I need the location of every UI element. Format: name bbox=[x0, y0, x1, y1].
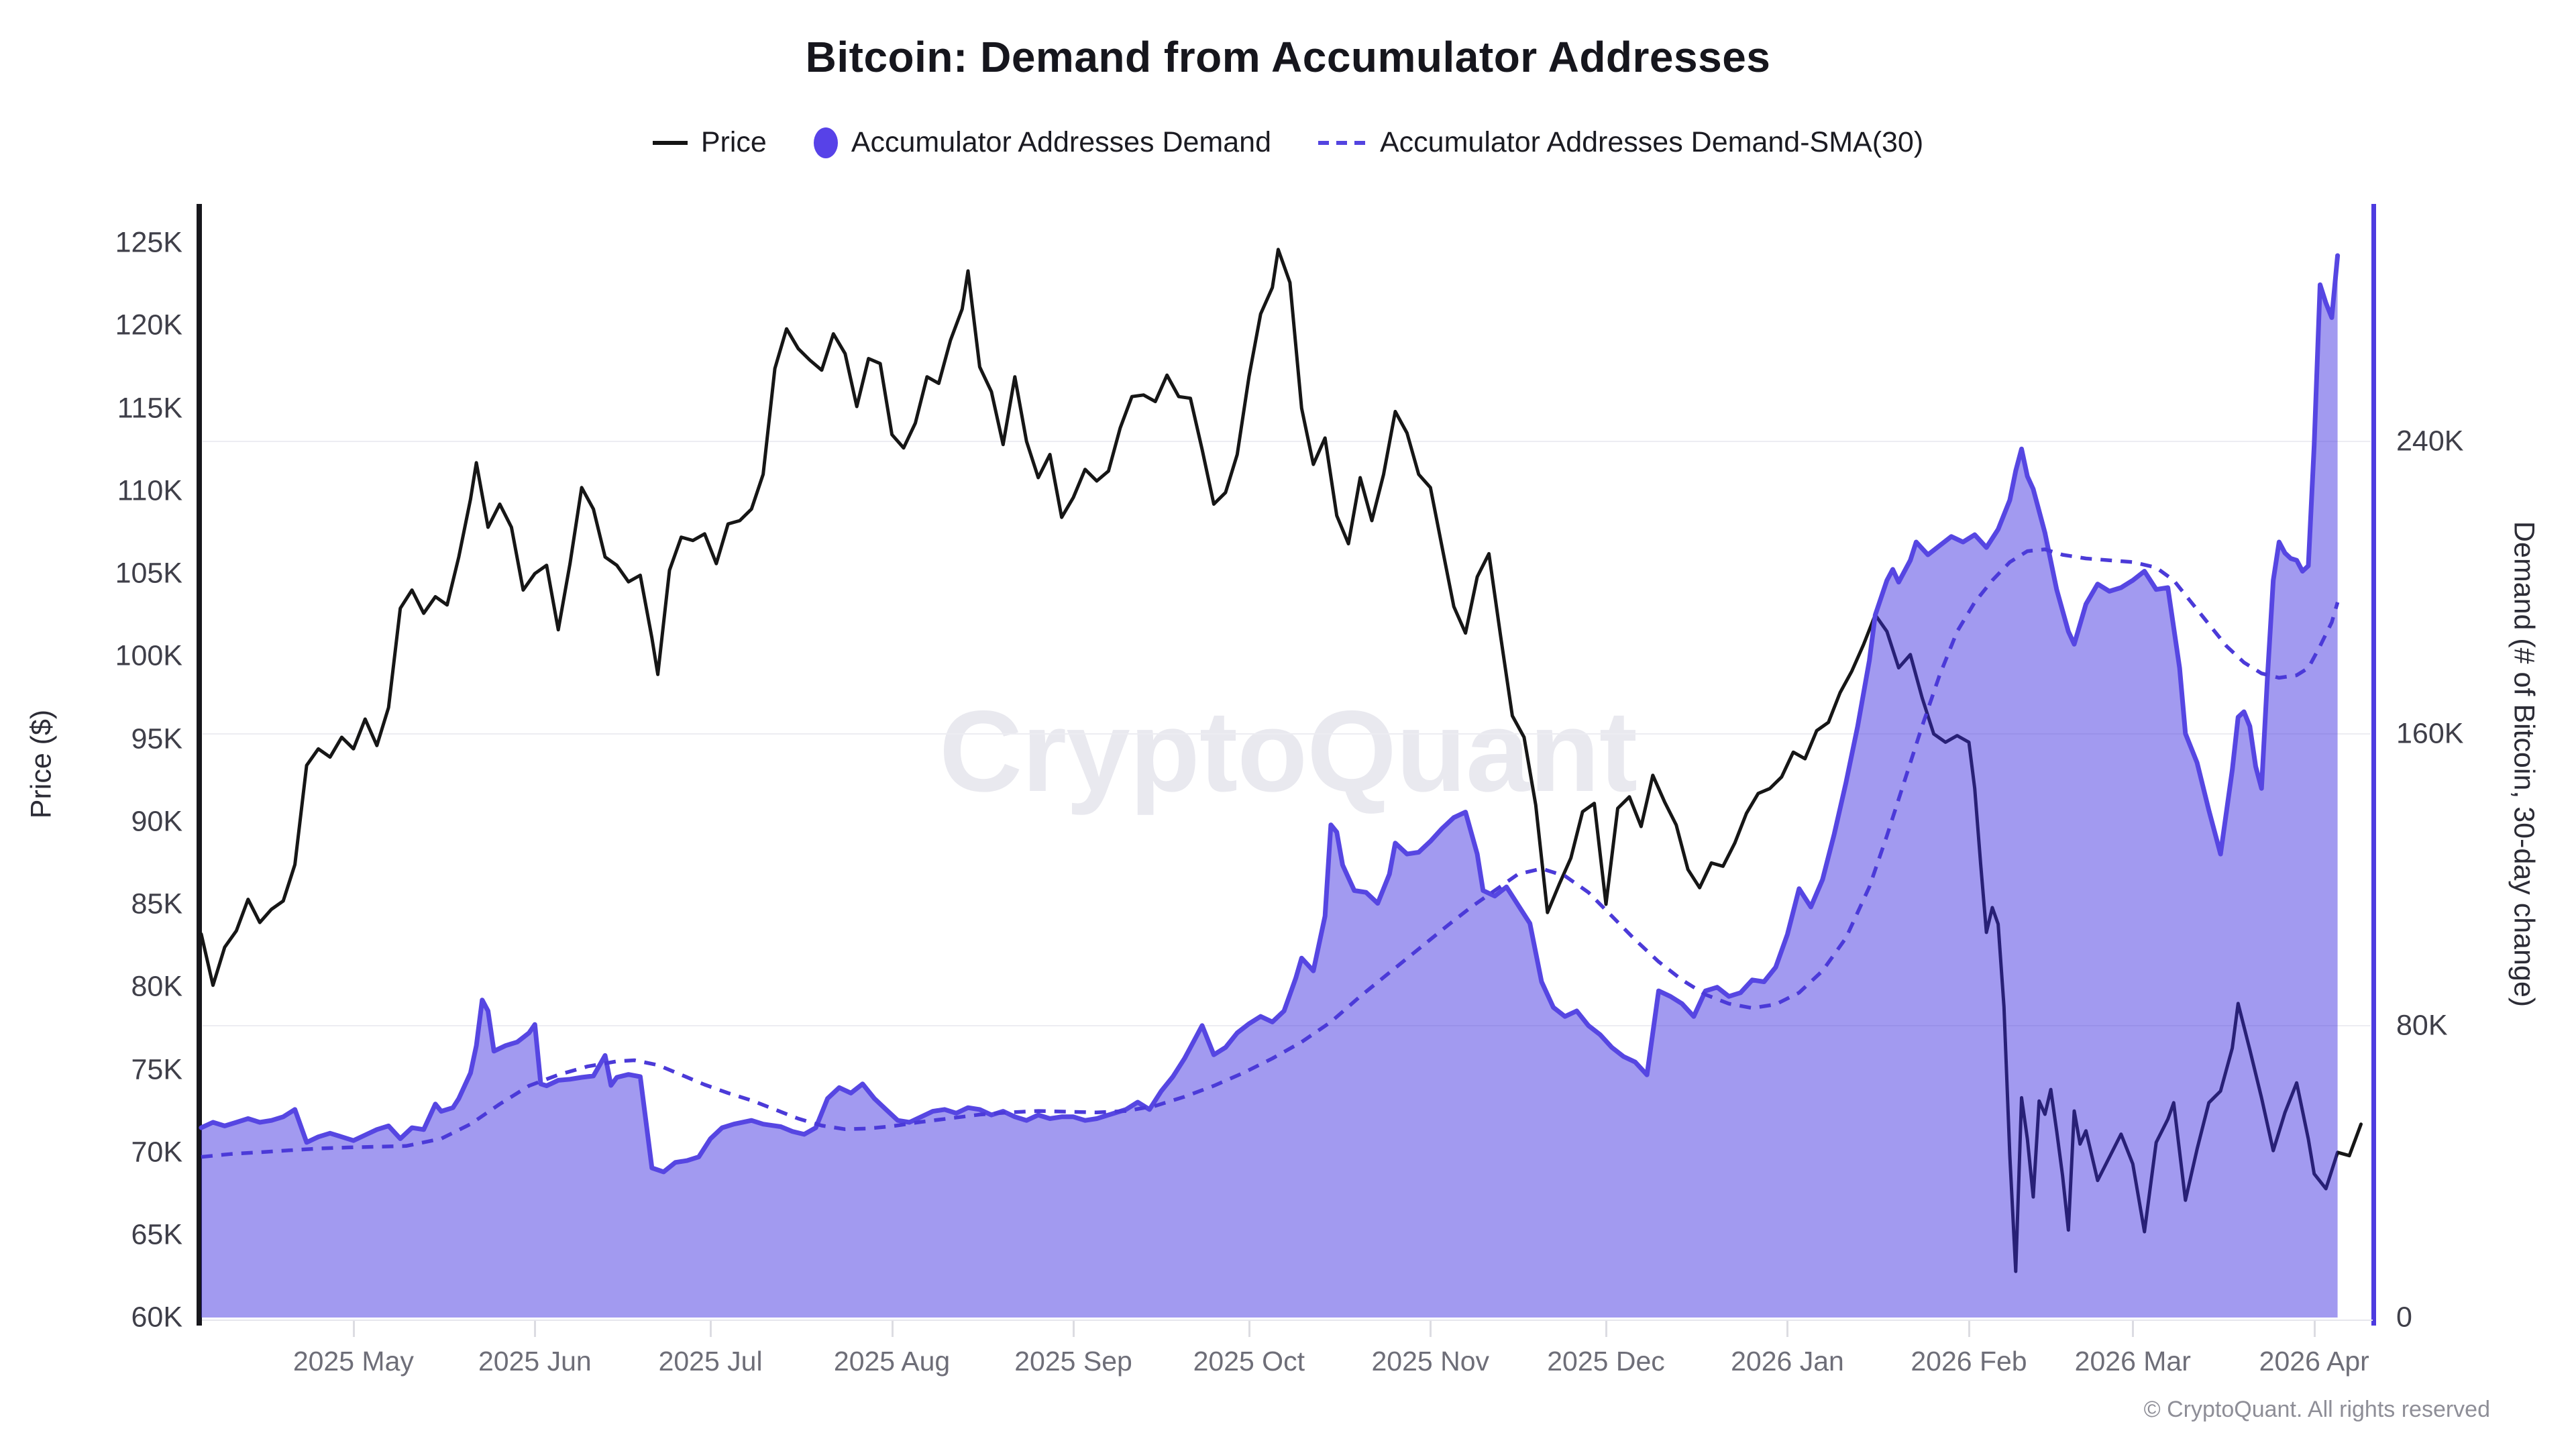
price-tick-85k: 85K bbox=[131, 888, 182, 920]
x-tick-mark bbox=[352, 1321, 355, 1337]
x-tick-2026-apr: 2026 Apr bbox=[2259, 1346, 2369, 1377]
x-tick-2025-may: 2025 May bbox=[292, 1346, 414, 1377]
x-tick-2025-dec: 2025 Dec bbox=[1547, 1346, 1665, 1377]
price-tick-75k: 75K bbox=[131, 1053, 182, 1085]
x-tick-mark bbox=[1968, 1321, 1970, 1337]
gridline-160k bbox=[203, 733, 2371, 735]
x-tick-mark bbox=[710, 1321, 712, 1337]
gridline-240k bbox=[203, 441, 2371, 443]
x-tick-mark bbox=[534, 1321, 537, 1337]
x-tick-2025-sep: 2025 Sep bbox=[1014, 1346, 1132, 1377]
x-tick-mark bbox=[1786, 1321, 1789, 1337]
x-tick-2025-jul: 2025 Jul bbox=[658, 1346, 763, 1377]
x-tick-2026-mar: 2026 Mar bbox=[2074, 1346, 2191, 1377]
price-tick-60k: 60K bbox=[131, 1301, 182, 1334]
price-tick-120k: 120K bbox=[115, 309, 182, 341]
x-tick-2025-oct: 2025 Oct bbox=[1193, 1346, 1305, 1377]
price-tick-105k: 105K bbox=[115, 557, 182, 590]
price-tick-80k: 80K bbox=[131, 970, 182, 1003]
demand-sma-line bbox=[201, 547, 2340, 1159]
x-tick-2025-aug: 2025 Aug bbox=[833, 1346, 951, 1377]
demand-tick-160k: 160K bbox=[2396, 717, 2464, 750]
cryptoquant-watermark: CryptoQuant bbox=[938, 687, 1638, 816]
x-tick-mark bbox=[1430, 1321, 1432, 1337]
x-tick-2025-nov: 2025 Nov bbox=[1371, 1346, 1490, 1377]
copyright-footer: © CryptoQuant. All rights reserved bbox=[2143, 1397, 2490, 1422]
right-axis-spine bbox=[2371, 204, 2376, 1326]
x-tick-mark bbox=[2132, 1321, 2135, 1337]
legend-label: Accumulator Addresses Demand bbox=[851, 126, 1271, 158]
price-tick-70k: 70K bbox=[131, 1136, 182, 1169]
legend-label: Price bbox=[700, 126, 767, 158]
dot-swatch-icon bbox=[813, 127, 838, 158]
price-tick-90k: 90K bbox=[131, 805, 182, 838]
legend-label: Accumulator Addresses Demand-SMA(30) bbox=[1380, 126, 1924, 158]
price-tick-115k: 115K bbox=[117, 392, 182, 424]
demand-area-border bbox=[199, 253, 2341, 1175]
line-swatch-icon bbox=[652, 140, 688, 145]
x-tick-mark bbox=[1605, 1321, 1608, 1337]
x-tick-mark bbox=[1073, 1321, 1075, 1337]
price-tick-100k: 100K bbox=[115, 639, 182, 672]
x-tick-mark bbox=[2313, 1321, 2316, 1337]
dashed-line-swatch-icon bbox=[1318, 140, 1366, 145]
left-axis-spine bbox=[197, 204, 202, 1326]
legend-item-price[interactable]: Price bbox=[652, 126, 767, 159]
demand-tick-240k: 240K bbox=[2396, 425, 2464, 458]
price-tick-95k: 95K bbox=[131, 722, 182, 755]
chart-title: Bitcoin: Demand from Accumulator Address… bbox=[805, 33, 1771, 81]
x-tick-mark bbox=[1248, 1321, 1250, 1337]
demand-area bbox=[201, 256, 2338, 1318]
price-tick-110k: 110K bbox=[117, 474, 182, 507]
x-tick-mark bbox=[891, 1321, 894, 1337]
price-tick-65k: 65K bbox=[131, 1218, 182, 1251]
legend-item-accumulator-addresses-demand[interactable]: Accumulator Addresses Demand bbox=[813, 126, 1271, 159]
demand-tick-80k: 80K bbox=[2396, 1009, 2448, 1042]
price-line bbox=[199, 248, 2363, 1273]
x-tick-2025-jun: 2025 Jun bbox=[478, 1346, 592, 1377]
x-axis-baseline bbox=[202, 1320, 2373, 1321]
gridline-80k bbox=[203, 1024, 2371, 1026]
demand-tick-0k: 0 bbox=[2396, 1301, 2412, 1334]
x-tick-2026-feb: 2026 Feb bbox=[1911, 1346, 2027, 1377]
legend: Price Accumulator Addresses Demand Accumul… bbox=[0, 126, 2576, 159]
legend-item-accumulator-addresses-demand-sma-30-[interactable]: Accumulator Addresses Demand-SMA(30) bbox=[1318, 126, 1923, 159]
x-tick-2026-jan: 2026 Jan bbox=[1731, 1346, 1844, 1377]
price-tick-125k: 125K bbox=[115, 226, 182, 259]
